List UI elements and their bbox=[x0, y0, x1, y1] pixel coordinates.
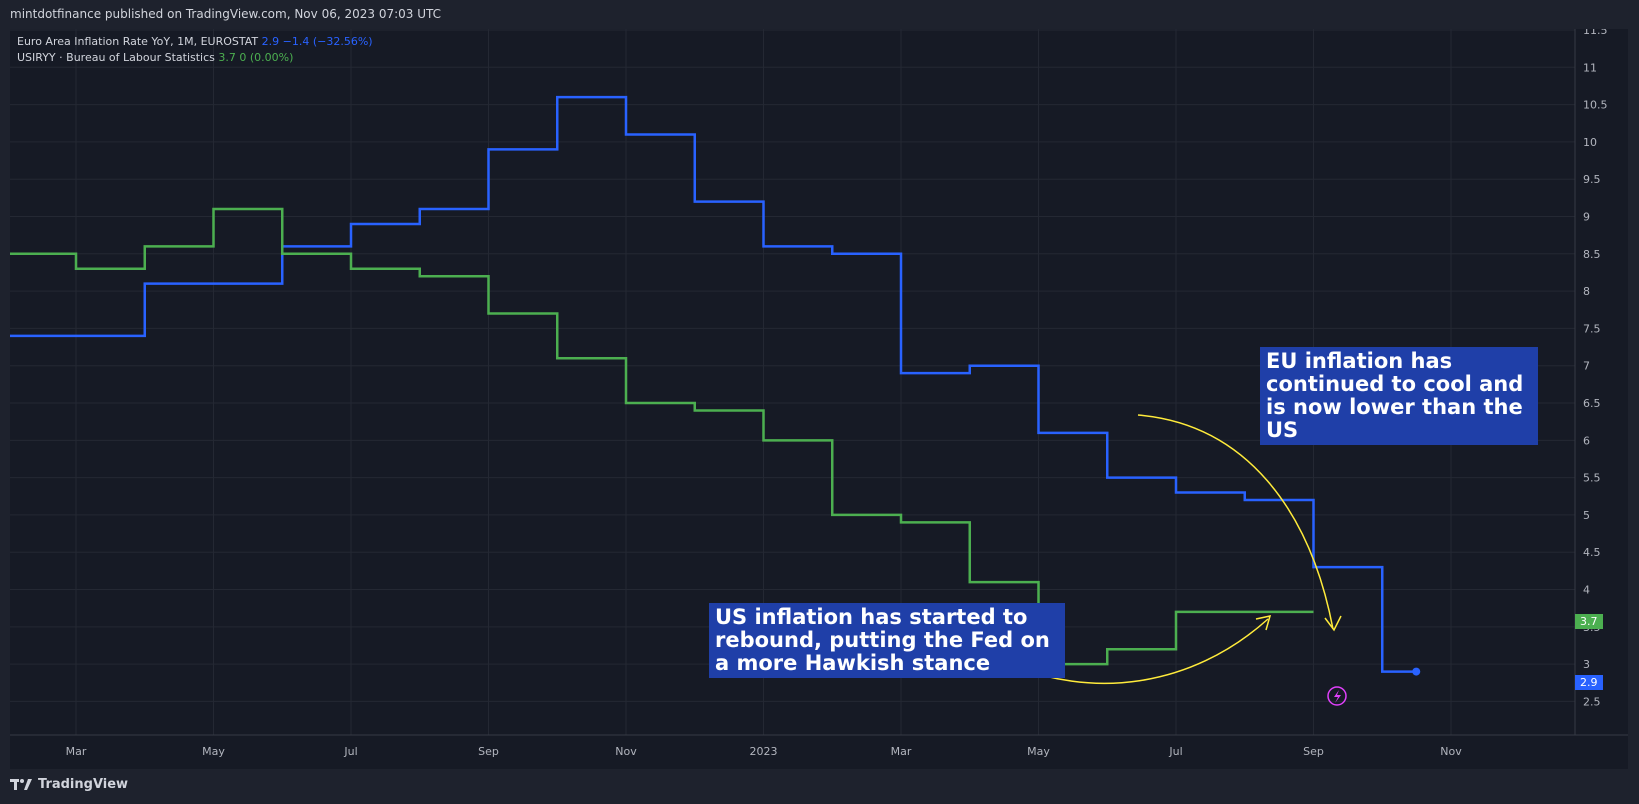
x-tick-label: May bbox=[1027, 745, 1050, 758]
lightning-icon bbox=[1327, 686, 1347, 706]
x-tick-label: Nov bbox=[615, 745, 637, 758]
y-tick-label: 2.5 bbox=[1583, 695, 1601, 708]
tradingview-logo-text[interactable]: TradingView bbox=[38, 777, 129, 792]
legend-us[interactable]: USIRYY · Bureau of Labour Statistics 3.7… bbox=[17, 50, 373, 66]
x-tick-label: Sep bbox=[1303, 745, 1324, 758]
y-tick-label: 4.5 bbox=[1583, 546, 1601, 559]
us-price-tag: 3.7 bbox=[1575, 614, 1603, 629]
x-tick-label: Sep bbox=[478, 745, 499, 758]
legend-us-value: 3.7 bbox=[218, 51, 236, 64]
y-tick-label: 11 bbox=[1583, 61, 1597, 74]
y-tick-label: 6 bbox=[1583, 434, 1590, 447]
legend-eu-value: 2.9 bbox=[261, 35, 280, 48]
y-tick-label: 3 bbox=[1583, 658, 1590, 671]
eu-annotation-arrow bbox=[1137, 414, 1334, 630]
tradingview-logo-icon[interactable] bbox=[10, 778, 34, 791]
y-tick-label: 8 bbox=[1583, 285, 1590, 298]
y-tick-label: 7.5 bbox=[1583, 322, 1601, 335]
legend-eu-name: Euro Area Inflation Rate YoY, 1M, EUROST… bbox=[17, 35, 259, 48]
eu-price-tag: 2.9 bbox=[1575, 675, 1603, 690]
y-tick-label: 5 bbox=[1583, 509, 1590, 522]
chart[interactable]: 2.533.544.555.566.577.588.599.51010.5111… bbox=[10, 29, 1628, 769]
x-tick-label: Jul bbox=[1168, 745, 1182, 758]
y-tick-label: 5.5 bbox=[1583, 472, 1601, 485]
y-tick-label: 11.5 bbox=[1583, 29, 1608, 37]
eu-last-point bbox=[1412, 667, 1421, 676]
y-tick-label: 9.5 bbox=[1583, 173, 1601, 186]
y-tick-label: 8.5 bbox=[1583, 248, 1601, 261]
y-tick-label: 6.5 bbox=[1583, 397, 1601, 410]
legend-eu[interactable]: Euro Area Inflation Rate YoY, 1M, EUROST… bbox=[17, 34, 373, 50]
legend-us-name: USIRYY · Bureau of Labour Statistics bbox=[17, 51, 215, 64]
eu-arrow-head bbox=[1324, 615, 1342, 632]
x-tick-label: Mar bbox=[66, 745, 87, 758]
us-series-line bbox=[10, 207, 1314, 666]
x-tick-label: Jul bbox=[343, 745, 357, 758]
x-tick-label: Nov bbox=[1440, 745, 1462, 758]
lightning-bolt-icon bbox=[1334, 690, 1341, 703]
us-annotation: US inflation has started to rebound, put… bbox=[709, 603, 1065, 678]
legend-us-change: 0 (0.00%) bbox=[239, 51, 294, 64]
publisher-header: mintdotfinance published on TradingView.… bbox=[10, 7, 442, 21]
x-tick-label: Mar bbox=[891, 745, 912, 758]
legend: Euro Area Inflation Rate YoY, 1M, EUROST… bbox=[17, 34, 373, 66]
footer: TradingView bbox=[10, 777, 128, 792]
legend-eu-change: −1.4 (−32.56%) bbox=[282, 35, 373, 48]
y-tick-label: 10.5 bbox=[1583, 99, 1608, 112]
x-tick-label: 2023 bbox=[750, 745, 778, 758]
eu-annotation: EU inflation has continued to cool and i… bbox=[1260, 347, 1538, 445]
y-tick-label: 9 bbox=[1583, 211, 1590, 224]
y-tick-label: 7 bbox=[1583, 360, 1590, 373]
eu-series-line bbox=[10, 95, 1417, 673]
x-tick-label: May bbox=[202, 745, 225, 758]
us-arrow-head bbox=[1255, 615, 1272, 631]
y-tick-label: 10 bbox=[1583, 136, 1597, 149]
y-tick-label: 4 bbox=[1583, 584, 1590, 597]
